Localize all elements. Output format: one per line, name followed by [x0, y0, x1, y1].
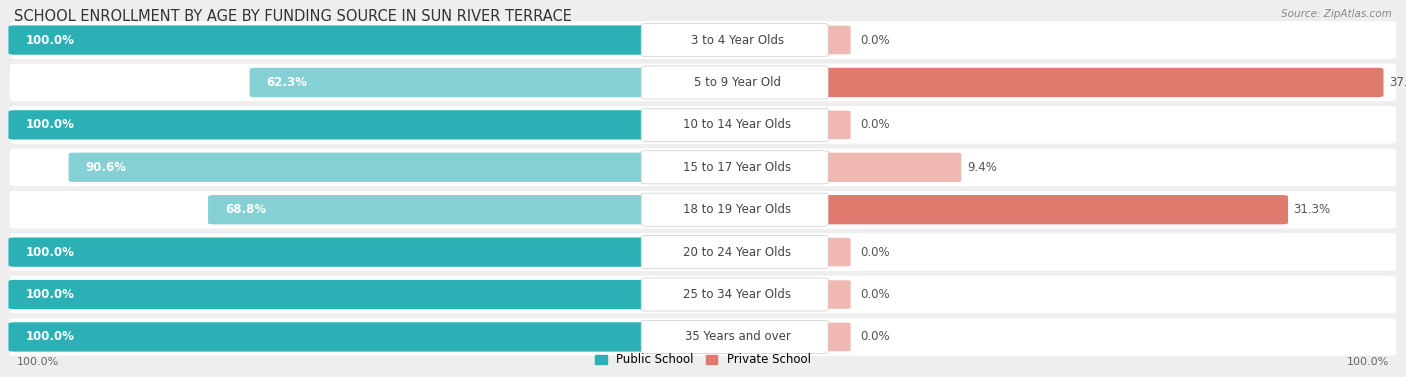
- Text: 35 Years and over: 35 Years and over: [685, 331, 790, 343]
- Text: 100.0%: 100.0%: [25, 34, 75, 46]
- Text: Source: ZipAtlas.com: Source: ZipAtlas.com: [1281, 9, 1392, 20]
- Text: 15 to 17 Year Olds: 15 to 17 Year Olds: [683, 161, 792, 174]
- Text: 25 to 34 Year Olds: 25 to 34 Year Olds: [683, 288, 792, 301]
- Text: 31.3%: 31.3%: [1294, 203, 1331, 216]
- Text: 0.0%: 0.0%: [860, 34, 890, 46]
- Text: 0.0%: 0.0%: [860, 331, 890, 343]
- Text: 100.0%: 100.0%: [25, 288, 75, 301]
- Text: 20 to 24 Year Olds: 20 to 24 Year Olds: [683, 246, 792, 259]
- Text: 9.4%: 9.4%: [967, 161, 997, 174]
- Text: 100.0%: 100.0%: [17, 357, 59, 367]
- Legend: Public School, Private School: Public School, Private School: [591, 349, 815, 371]
- Text: 37.7%: 37.7%: [1389, 76, 1406, 89]
- Text: 68.8%: 68.8%: [225, 203, 266, 216]
- Text: SCHOOL ENROLLMENT BY AGE BY FUNDING SOURCE IN SUN RIVER TERRACE: SCHOOL ENROLLMENT BY AGE BY FUNDING SOUR…: [14, 9, 572, 25]
- Text: 100.0%: 100.0%: [25, 118, 75, 131]
- Text: 0.0%: 0.0%: [860, 246, 890, 259]
- Text: 100.0%: 100.0%: [1347, 357, 1389, 367]
- Text: 90.6%: 90.6%: [86, 161, 127, 174]
- Text: 18 to 19 Year Olds: 18 to 19 Year Olds: [683, 203, 792, 216]
- Text: 5 to 9 Year Old: 5 to 9 Year Old: [695, 76, 780, 89]
- Text: 100.0%: 100.0%: [25, 246, 75, 259]
- Text: 100.0%: 100.0%: [25, 331, 75, 343]
- Text: 62.3%: 62.3%: [267, 76, 308, 89]
- Text: 0.0%: 0.0%: [860, 288, 890, 301]
- Text: 0.0%: 0.0%: [860, 118, 890, 131]
- Text: 10 to 14 Year Olds: 10 to 14 Year Olds: [683, 118, 792, 131]
- Text: 3 to 4 Year Olds: 3 to 4 Year Olds: [690, 34, 785, 46]
